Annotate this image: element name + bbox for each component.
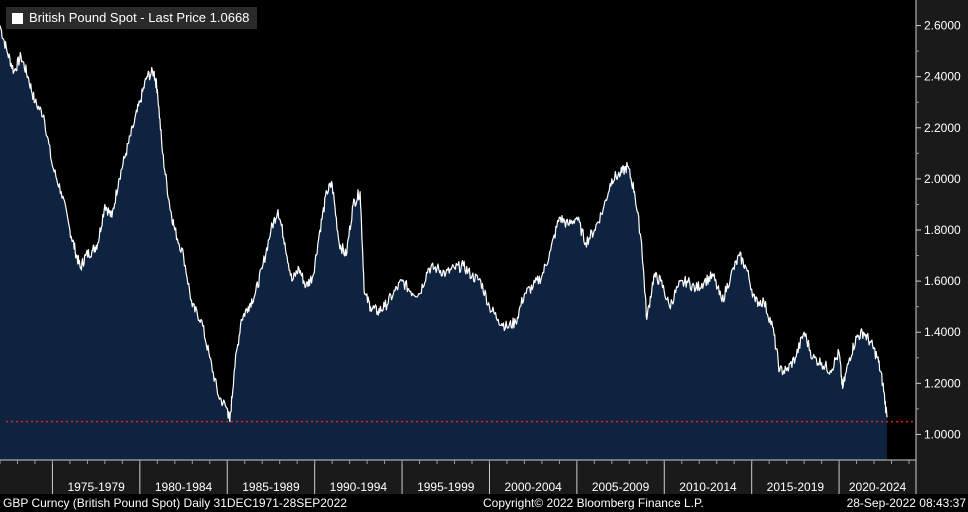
y-axis: 1.0000 1.2000 1.4000 1.6000 1.8000 2.0000 2.20… <box>915 0 961 494</box>
security-description: GBP Curncy (British Pound Spot) Daily 31… <box>3 496 347 510</box>
y-tick-label: 1.0000 <box>924 427 961 441</box>
copyright-text: Copyright© 2022 Bloomberg Finance L.P. <box>483 496 704 510</box>
legend-swatch-icon <box>12 12 23 24</box>
x-tick-label: 1980-1984 <box>155 480 213 494</box>
timestamp-text: 28-Sep-2022 08:43:37 <box>846 496 966 510</box>
y-tick-label: 1.8000 <box>924 223 961 237</box>
y-tick-label: 1.2000 <box>924 376 961 390</box>
chart-legend: British Pound Spot - Last Price 1.0668 <box>6 7 258 29</box>
x-tick-label: 2020-2024 <box>849 480 907 494</box>
y-tick-label: 2.4000 <box>924 70 961 84</box>
y-tick-label: 2.0000 <box>924 172 961 186</box>
x-tick-label: 2010-2014 <box>679 480 737 494</box>
x-tick-label: 1985-1989 <box>242 480 300 494</box>
y-tick-label: 2.6000 <box>924 19 961 33</box>
axis-panel-right <box>916 0 968 494</box>
y-tick-label: 1.4000 <box>924 325 961 339</box>
y-tick-label: 2.2000 <box>924 121 961 135</box>
x-tick-label: 1995-1999 <box>417 480 475 494</box>
x-axis: 1975-1979 1980-1984 1985-1989 1990-1994 1995… <box>0 459 916 494</box>
legend-label: British Pound Spot - Last Price 1.0668 <box>29 10 250 25</box>
x-tick-label: 2015-2019 <box>767 480 825 494</box>
price-area <box>0 25 887 461</box>
axis-panel-bottom <box>0 460 916 494</box>
x-tick-label: 2005-2009 <box>592 480 650 494</box>
plot-area <box>0 25 914 461</box>
y-tick-label: 1.6000 <box>924 274 961 288</box>
x-tick-label: 1990-1994 <box>330 480 388 494</box>
x-tick-label: 1975-1979 <box>67 480 125 494</box>
price-line <box>0 25 888 423</box>
x-tick-label: 2000-2004 <box>504 480 562 494</box>
status-footer: GBP Curncy (British Pound Spot) Daily 31… <box>0 494 968 512</box>
